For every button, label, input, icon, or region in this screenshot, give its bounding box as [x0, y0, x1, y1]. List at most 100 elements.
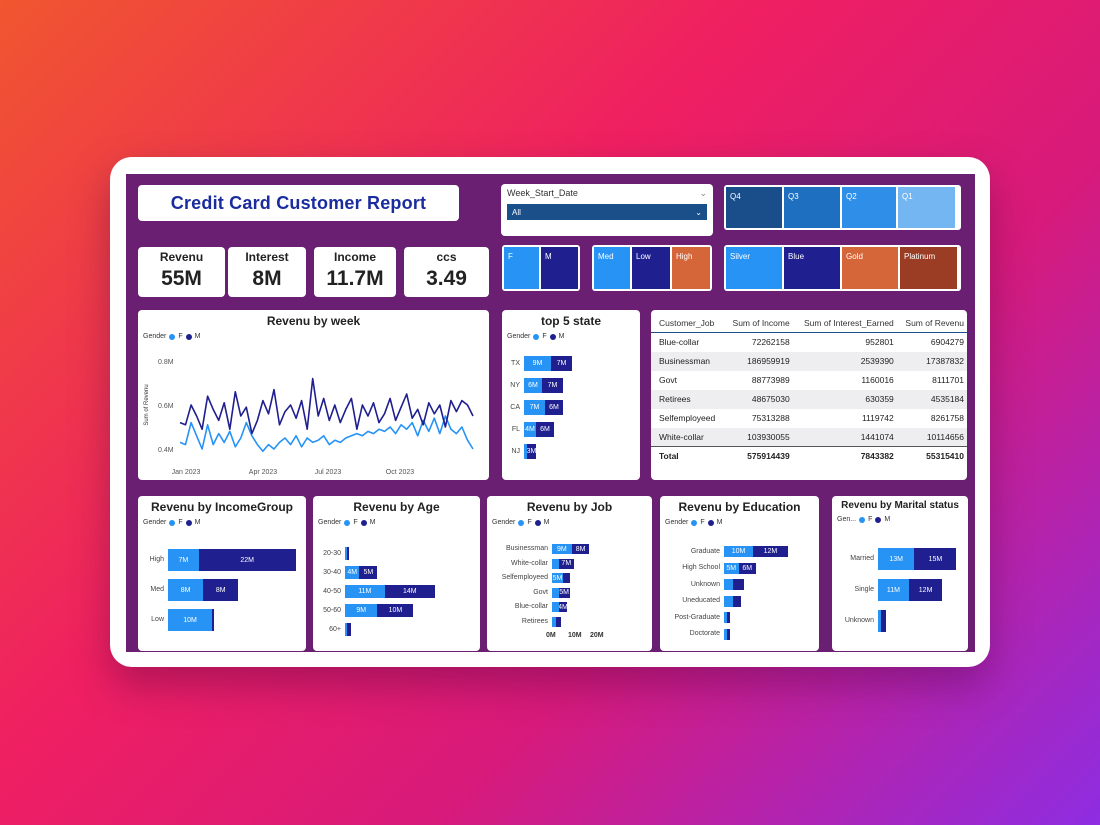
bar-segment-m[interactable]: 6M [545, 400, 563, 415]
tile-gender-m[interactable]: M [541, 247, 578, 289]
bar-segment-m[interactable]: 8M [203, 579, 239, 601]
bar-segment-f[interactable]: 11M [345, 585, 385, 598]
bar-segment-m[interactable]: 8M [571, 544, 590, 554]
column-header[interactable]: Sum of Interest_Earned [792, 314, 897, 333]
bar-segment-f[interactable]: 10M [168, 609, 212, 631]
tile-q3[interactable]: Q3 [784, 187, 840, 228]
tile-q2[interactable]: Q2 [842, 187, 896, 228]
bar-segment-m[interactable]: 6M [738, 562, 756, 574]
bar-segment-m[interactable]: 7M [558, 558, 574, 569]
bar-segment-f[interactable] [724, 595, 733, 607]
bar-segment-f[interactable]: 7M [168, 549, 199, 571]
bar-segment-m[interactable]: 15M [914, 548, 957, 570]
bar-segment-m[interactable] [212, 609, 214, 631]
income-group-filter-tiles: Med Low High [592, 245, 712, 291]
bar-segment-f[interactable]: 4M [524, 422, 536, 437]
tile-gender-f[interactable]: F [504, 247, 539, 289]
bar-segment-f[interactable]: 9M [345, 604, 378, 617]
bar-segment-m[interactable] [732, 595, 742, 607]
bar-segment-m[interactable]: 5M [359, 566, 378, 579]
bar-segment-m[interactable]: 12M [753, 546, 788, 557]
bar-segment-f[interactable] [724, 628, 727, 640]
tile-q1[interactable]: Q1 [898, 187, 955, 228]
bar-segment-f[interactable]: 8M [168, 579, 204, 601]
gender-filter-tiles: F M [502, 245, 580, 291]
bar-segment-f[interactable] [724, 579, 733, 590]
bar-segment-f[interactable] [524, 444, 527, 459]
tile-card-silver[interactable]: Silver [726, 247, 782, 289]
bar-segment-f[interactable]: 13M [878, 548, 915, 570]
bar-segment-m[interactable] [732, 579, 745, 590]
bar-segment-f[interactable] [345, 547, 347, 560]
tile-q4[interactable]: Q4 [726, 187, 782, 228]
bar-segment-m[interactable] [880, 610, 887, 632]
bar-segment-m[interactable]: 10M [377, 604, 414, 617]
bar-segment-m[interactable]: 22M [198, 549, 296, 571]
x-tick-label: Jul 2023 [315, 469, 342, 476]
bar-segment-f[interactable]: 11M [878, 579, 909, 601]
legend-m-label: M [194, 333, 201, 340]
revenu-by-job-chart: Revenu by Job Gender F M Businessman 9M 8M… [487, 496, 652, 651]
bar-segment-f[interactable] [552, 587, 559, 598]
legend-f-label: F [868, 516, 873, 523]
bar-segment-f[interactable]: 10M [724, 546, 753, 557]
bar-segment-m[interactable] [347, 547, 349, 560]
bar-segment-f[interactable] [878, 610, 881, 632]
chevron-down-icon[interactable]: ⌄ [699, 188, 707, 198]
bar-segment-m[interactable] [726, 612, 730, 623]
bar-segment-m[interactable] [556, 616, 561, 627]
kpi-label: Revenu [159, 250, 204, 264]
bar-segment-f[interactable] [552, 558, 559, 569]
column-header[interactable]: Sum of Income [724, 314, 793, 333]
legend-m-swatch [549, 333, 556, 340]
bar-segment-f[interactable]: 5M [552, 573, 563, 583]
bar-segment-f[interactable] [345, 623, 347, 636]
legend-title: Gender [143, 333, 167, 340]
tile-card-blue[interactable]: Blue [784, 247, 840, 289]
tile-income-high[interactable]: High [672, 247, 710, 289]
legend-f-swatch [691, 519, 698, 526]
table-row: Retirees 48675030 630359 4535184 [651, 389, 967, 409]
bar-segment-f[interactable]: 4M [345, 566, 360, 579]
bar-segment-m[interactable]: 4M [558, 602, 568, 612]
table-cell: 8261758 [930, 413, 964, 423]
bar-segment-f[interactable] [552, 616, 557, 627]
legend-f-label: F [700, 519, 705, 526]
legend-f-label: F [353, 519, 358, 526]
week-start-date-slicer[interactable]: Week_Start_Date ⌄ All ⌄ [501, 184, 713, 236]
bar-segment-f[interactable]: 6M [524, 378, 542, 393]
line-plot: 0.8M 0.6M 0.4M Sum of Revenu Jan 2023 Apr 202… [144, 359, 474, 476]
bar-segment-f[interactable]: 7M [524, 400, 545, 415]
table-row: Selfemployeed 75313288 1119742 8261758 [651, 409, 967, 428]
bar-segment-f[interactable]: 5M [724, 562, 739, 574]
bar-segment-m[interactable]: 12M [908, 579, 943, 601]
bar-segment-m[interactable] [726, 628, 730, 640]
category-label: Blue-collar [514, 603, 548, 610]
bar-segment-m[interactable]: 5M [558, 587, 570, 598]
slicer-dropdown[interactable]: All ⌄ [507, 204, 707, 220]
bar-segment-f[interactable] [724, 612, 727, 623]
legend-f-swatch [518, 519, 525, 526]
bar-segment-m[interactable] [347, 623, 351, 636]
bar-segment-m[interactable]: 7M [542, 378, 563, 393]
bar-segment-m[interactable]: 7M [551, 356, 572, 371]
tile-card-gold[interactable]: Gold [842, 247, 898, 289]
bar-segment-f[interactable] [552, 602, 559, 612]
tile-card-platinum[interactable]: Platinum [900, 247, 957, 289]
bar-segment-f[interactable]: 9M [524, 356, 551, 371]
tile-income-low[interactable]: Low [632, 247, 670, 289]
column-header[interactable]: Customer_Job [651, 314, 725, 333]
column-header[interactable]: Sum of Revenu [896, 314, 967, 333]
category-label: Selfemployeed [501, 574, 548, 581]
bar-segment-m[interactable]: 3M [527, 444, 536, 459]
chart-title: top 5 state [540, 314, 601, 328]
bar-segment-m[interactable]: 6M [536, 422, 554, 437]
bar-segment-m[interactable]: 14M [384, 585, 435, 598]
chart-legend: Gen... F M [832, 516, 968, 523]
dashboard-canvas: Credit Card Customer Report Week_Start_D… [126, 174, 975, 652]
x-tick-label: Oct 2023 [386, 469, 415, 476]
tile-income-med[interactable]: Med [594, 247, 630, 289]
chart-title: Revenu by week [266, 314, 361, 328]
bar-segment-m[interactable] [563, 573, 570, 583]
bar-segment-f[interactable]: 9M [552, 544, 572, 554]
